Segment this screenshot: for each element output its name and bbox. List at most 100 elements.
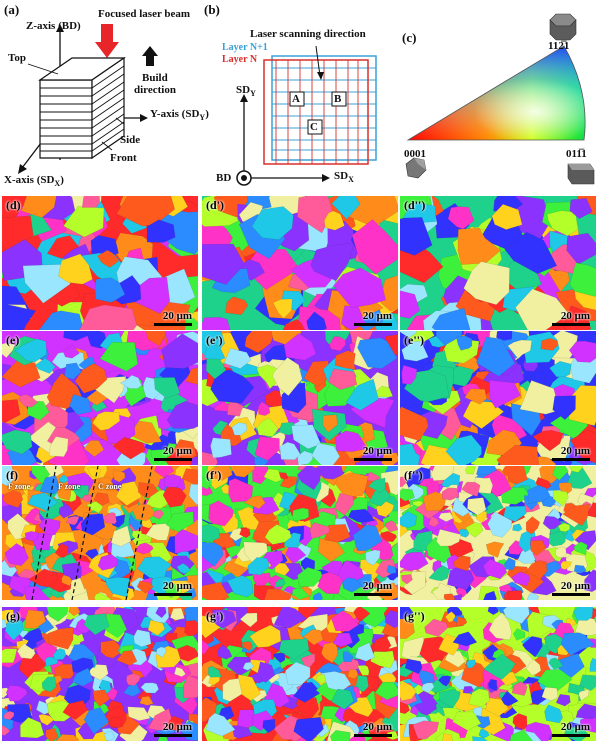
- scale-bar-label: 20 μm: [162, 580, 192, 592]
- panel-c: (c): [400, 0, 600, 190]
- ebsd-map-panel: (g') 20 μm: [202, 607, 398, 741]
- hex-prism-icon-right: [567, 163, 595, 185]
- scale-bar-line: [354, 323, 392, 326]
- hex-prism-icon-left: [405, 157, 427, 179]
- map-panel-label: (d): [6, 198, 21, 212]
- point-a-label: A: [292, 93, 300, 105]
- x-axis-text: X-axis (SD: [4, 174, 55, 186]
- beam-label: Focused laser beam: [98, 8, 191, 20]
- map-panel-label: (g'): [206, 609, 224, 623]
- scale-bar-line: [354, 458, 392, 461]
- ebsd-map-panel: (f) 20 μm F zone F zone C zone: [2, 466, 198, 600]
- build-direction-label-1: Build: [142, 72, 168, 84]
- scale-bar-line: [552, 323, 590, 326]
- side-label: Side: [120, 134, 141, 146]
- grain-orientation-map: [202, 466, 398, 600]
- bd-label: BD: [216, 172, 232, 184]
- grain-orientation-map: [400, 196, 596, 330]
- scale-bar-line: [154, 593, 192, 596]
- scale-bar: 20 μm: [354, 443, 392, 461]
- grain-orientation-map: [2, 196, 198, 330]
- grain-orientation-map: [2, 607, 198, 741]
- scale-bar: 20 μm: [552, 443, 590, 461]
- ebsd-map-panel: (d) 20 μm: [2, 196, 198, 330]
- map-panel-label: (g): [6, 609, 20, 623]
- y-axis-label: Y-axis (SDY): [150, 108, 209, 122]
- map-panel-label: (e'): [206, 333, 223, 347]
- map-panel-label: (f): [6, 468, 18, 482]
- scan-direction-label: Laser scanning direction: [250, 28, 366, 40]
- grain-orientation-map: [2, 331, 198, 465]
- zone-boundary-line: [125, 466, 153, 600]
- scale-bar-line: [354, 593, 392, 596]
- ebsd-map-panel: (f'') 20 μm: [400, 466, 596, 600]
- point-b-label: B: [334, 93, 342, 105]
- ebsd-map-panel: (e') 20 μm: [202, 331, 398, 465]
- point-c-label: C: [310, 121, 318, 133]
- grain-orientation-map: [2, 466, 198, 600]
- ebsd-map-panel: (e) 20 μm: [2, 331, 198, 465]
- corner-right-label: 011̅1: [566, 148, 587, 160]
- panel-a-label: (a): [4, 2, 20, 17]
- y-axis-text: Y-axis (SD: [150, 108, 200, 120]
- x-axis-paren: ): [60, 174, 64, 186]
- build-direction-label-2: direction: [134, 84, 176, 96]
- ebsd-map-panel: (g) 20 μm: [2, 607, 198, 741]
- corner-left-label: 0001: [404, 148, 426, 160]
- scale-bar-label: 20 μm: [362, 445, 392, 457]
- ebsd-map-panel: (f') 20 μm: [202, 466, 398, 600]
- scale-bar-label: 20 μm: [362, 721, 392, 733]
- layer-n1-label: Layer N+1: [222, 42, 268, 53]
- scale-bar: 20 μm: [154, 578, 192, 596]
- scale-bar-line: [552, 734, 590, 737]
- scale-bar: 20 μm: [354, 578, 392, 596]
- scale-bar-line: [354, 734, 392, 737]
- scale-bar-label: 20 μm: [560, 445, 590, 457]
- sd-x-text: SD: [334, 170, 349, 182]
- map-panel-label: (e): [6, 333, 20, 347]
- map-panel-label: (e''): [404, 333, 424, 347]
- scale-bar: 20 μm: [354, 719, 392, 737]
- scale-bar-label: 20 μm: [162, 721, 192, 733]
- grain-orientation-map: [202, 196, 398, 330]
- scale-bar: 20 μm: [154, 719, 192, 737]
- y-axis-paren: ): [205, 108, 209, 120]
- zone-boundary-line: [31, 466, 57, 600]
- map-panel-label: (g''): [404, 609, 425, 623]
- scanning-schematic: [236, 45, 377, 186]
- grain-orientation-map: [202, 607, 398, 741]
- scale-bar: 20 μm: [154, 308, 192, 326]
- scale-bar-line: [552, 458, 590, 461]
- front-label: Front: [110, 152, 137, 164]
- sd-y-sub: Y: [250, 89, 256, 99]
- sd-y-label: SDY: [236, 84, 256, 98]
- zone-label: F zone: [8, 482, 31, 491]
- zone-label: C zone: [98, 482, 122, 491]
- build-schematic: [18, 24, 158, 174]
- zone-boundary-line: [71, 466, 99, 600]
- ipf-legend: [405, 13, 595, 185]
- top-label: Top: [8, 52, 26, 64]
- scale-bar-label: 20 μm: [560, 310, 590, 322]
- grain-orientation-map: [400, 331, 596, 465]
- panel-c-label: (c): [402, 30, 417, 45]
- scale-bar-line: [154, 323, 192, 326]
- scale-bar-label: 20 μm: [362, 310, 392, 322]
- panel-a: (a): [0, 0, 209, 190]
- ebsd-map-panel: (g'') 20 μm: [400, 607, 596, 741]
- scale-bar-line: [552, 593, 590, 596]
- map-panel-label: (d'): [206, 198, 224, 212]
- y-axis-sub: Y: [199, 113, 206, 123]
- panel-b-label: (b): [204, 2, 220, 17]
- layer-n-label: Layer N: [222, 54, 258, 65]
- map-panel-label: (d''): [404, 198, 426, 212]
- z-axis-label: Z-axis (BD): [26, 20, 81, 32]
- scale-bar-label: 20 μm: [362, 580, 392, 592]
- build-direction-arrow: [142, 46, 158, 66]
- x-axis-label: X-axis (SDX): [4, 174, 64, 188]
- scale-bar: 20 μm: [552, 578, 590, 596]
- scale-bar: 20 μm: [552, 308, 590, 326]
- corner-top-label: 112̅1: [548, 40, 570, 52]
- scale-bar-line: [154, 734, 192, 737]
- hex-prism-icon-top: [549, 13, 577, 41]
